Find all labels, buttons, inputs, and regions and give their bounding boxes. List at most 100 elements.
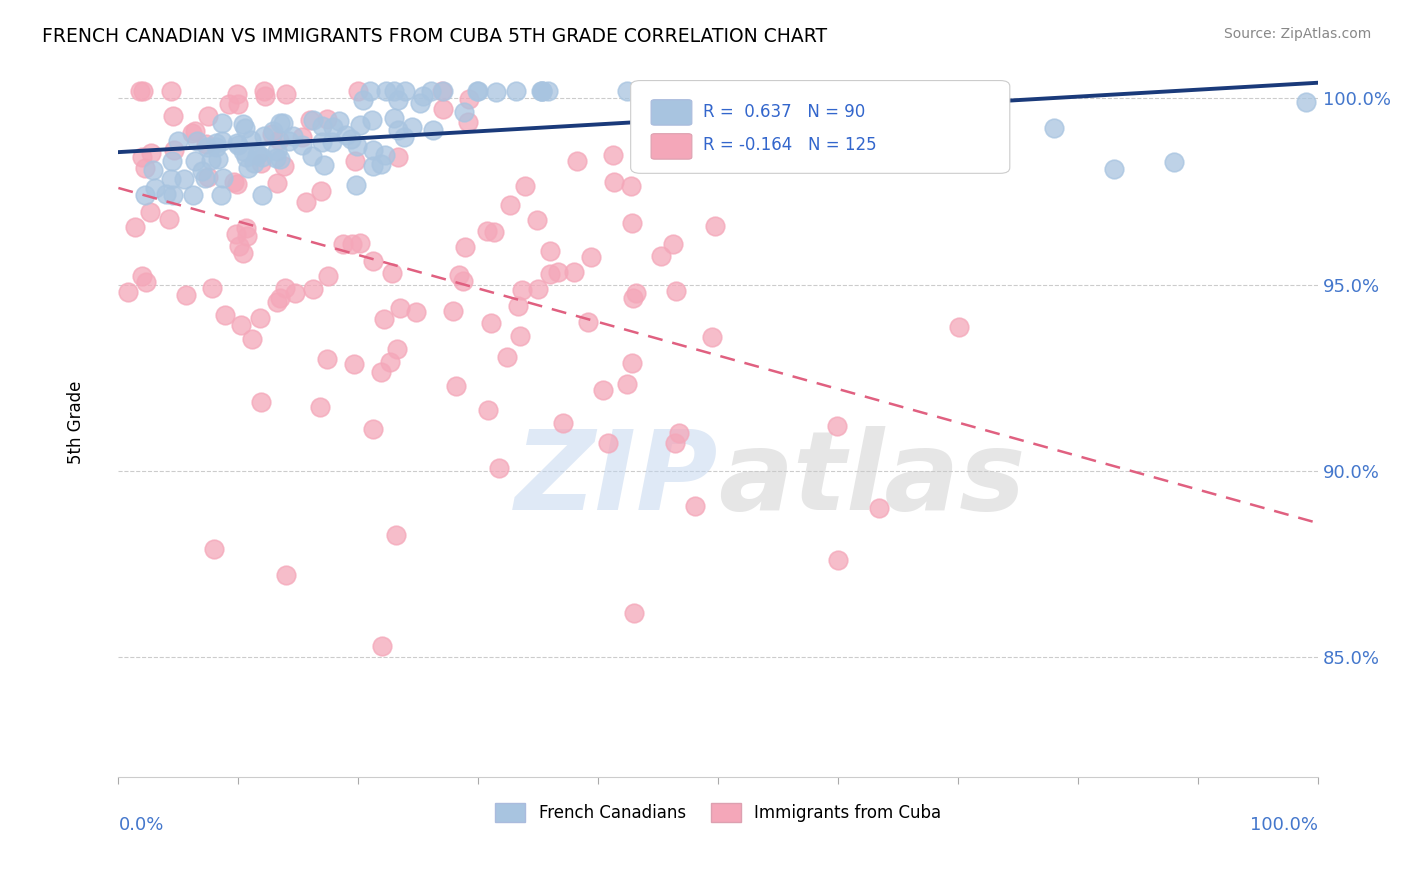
Point	[134, 161, 156, 176]
Point	[249, 395, 271, 409]
Point	[1163, 154, 1185, 169]
Point	[530, 84, 553, 98]
Point	[948, 320, 970, 334]
Point	[620, 179, 643, 194]
Point	[538, 244, 561, 259]
Point	[482, 225, 505, 239]
Point	[531, 84, 554, 98]
Point	[447, 268, 470, 282]
Point	[131, 268, 153, 283]
Point	[250, 156, 273, 170]
Point	[531, 84, 554, 98]
Point	[328, 113, 350, 128]
Point	[538, 267, 561, 281]
Point	[505, 84, 527, 98]
Point	[218, 97, 240, 112]
Text: ZIP: ZIP	[515, 425, 718, 533]
Point	[162, 188, 184, 202]
Text: R = -0.164   N = 125: R = -0.164 N = 125	[703, 136, 876, 154]
Point	[240, 332, 263, 346]
Point	[343, 357, 366, 371]
Point	[228, 239, 250, 253]
Point	[616, 84, 638, 98]
Point	[246, 148, 269, 162]
Point	[253, 84, 276, 98]
Point	[401, 120, 423, 135]
Point	[387, 123, 409, 137]
Point	[294, 195, 316, 210]
Point	[321, 136, 343, 150]
Point	[309, 184, 332, 198]
Point	[465, 84, 488, 98]
Point	[624, 285, 647, 300]
Text: 0.0%: 0.0%	[118, 815, 163, 833]
Point	[262, 127, 284, 141]
Point	[733, 84, 755, 98]
Point	[565, 154, 588, 169]
Point	[200, 153, 222, 167]
Point	[204, 139, 226, 153]
Point	[232, 117, 254, 131]
Point	[370, 157, 392, 171]
Point	[262, 123, 284, 137]
Point	[167, 134, 190, 148]
FancyBboxPatch shape	[631, 80, 1010, 173]
Point	[359, 84, 381, 98]
Point	[664, 435, 686, 450]
Point	[592, 383, 614, 397]
Point	[186, 134, 208, 148]
Text: FRENCH CANADIAN VS IMMIGRANTS FROM CUBA 5TH GRADE CORRELATION CHART: FRENCH CANADIAN VS IMMIGRANTS FROM CUBA …	[42, 27, 827, 45]
Point	[271, 116, 294, 130]
Point	[703, 219, 725, 233]
Point	[195, 136, 218, 151]
Point	[485, 85, 508, 99]
Point	[374, 84, 396, 98]
Point	[972, 113, 994, 128]
Point	[508, 299, 530, 313]
Point	[142, 162, 165, 177]
Point	[346, 138, 368, 153]
Point	[226, 136, 249, 151]
Point	[162, 110, 184, 124]
Point	[308, 400, 330, 414]
Point	[340, 132, 363, 146]
Point	[173, 172, 195, 186]
Point	[668, 426, 690, 441]
Point	[160, 84, 183, 98]
Point	[412, 88, 434, 103]
Point	[226, 96, 249, 111]
Point	[564, 265, 586, 279]
Point	[385, 343, 408, 357]
Point	[274, 281, 297, 295]
Point	[432, 103, 454, 117]
Point	[224, 175, 246, 189]
Point	[467, 84, 489, 98]
Point	[318, 269, 340, 284]
Point	[229, 318, 252, 332]
Point	[479, 316, 502, 330]
Point	[143, 181, 166, 195]
Point	[124, 220, 146, 235]
Point	[269, 115, 291, 129]
Point	[139, 204, 162, 219]
Point	[155, 186, 177, 201]
Point	[211, 134, 233, 148]
Point	[662, 237, 685, 252]
Point	[432, 84, 454, 98]
Point	[499, 198, 522, 212]
Point	[458, 92, 481, 106]
Point	[623, 606, 645, 620]
Point	[596, 436, 619, 450]
Point	[298, 113, 321, 128]
Point	[602, 175, 624, 189]
Point	[201, 281, 224, 295]
Point	[373, 311, 395, 326]
Text: 5th Grade: 5th Grade	[67, 381, 86, 464]
Point	[128, 84, 150, 98]
Point	[581, 251, 603, 265]
Point	[274, 87, 297, 101]
Point	[515, 179, 537, 194]
Point	[233, 121, 256, 136]
Point	[315, 112, 337, 127]
Point	[301, 112, 323, 127]
